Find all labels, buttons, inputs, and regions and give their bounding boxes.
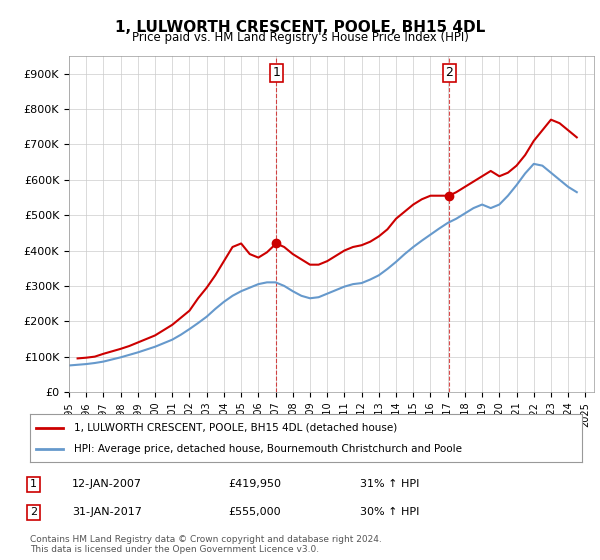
- Text: 1, LULWORTH CRESCENT, POOLE, BH15 4DL: 1, LULWORTH CRESCENT, POOLE, BH15 4DL: [115, 20, 485, 35]
- Text: £419,950: £419,950: [228, 479, 281, 489]
- Text: 1: 1: [30, 479, 37, 489]
- Text: Price paid vs. HM Land Registry's House Price Index (HPI): Price paid vs. HM Land Registry's House …: [131, 31, 469, 44]
- Text: Contains HM Land Registry data © Crown copyright and database right 2024.
This d: Contains HM Land Registry data © Crown c…: [30, 535, 382, 554]
- Text: 2: 2: [445, 66, 453, 79]
- Text: 1: 1: [272, 66, 280, 79]
- Text: 1, LULWORTH CRESCENT, POOLE, BH15 4DL (detached house): 1, LULWORTH CRESCENT, POOLE, BH15 4DL (d…: [74, 423, 397, 433]
- Text: HPI: Average price, detached house, Bournemouth Christchurch and Poole: HPI: Average price, detached house, Bour…: [74, 444, 462, 454]
- Text: £555,000: £555,000: [228, 507, 281, 517]
- Text: 2: 2: [30, 507, 37, 517]
- Text: 31-JAN-2017: 31-JAN-2017: [72, 507, 142, 517]
- Text: 12-JAN-2007: 12-JAN-2007: [72, 479, 142, 489]
- Text: 31% ↑ HPI: 31% ↑ HPI: [360, 479, 419, 489]
- Text: 30% ↑ HPI: 30% ↑ HPI: [360, 507, 419, 517]
